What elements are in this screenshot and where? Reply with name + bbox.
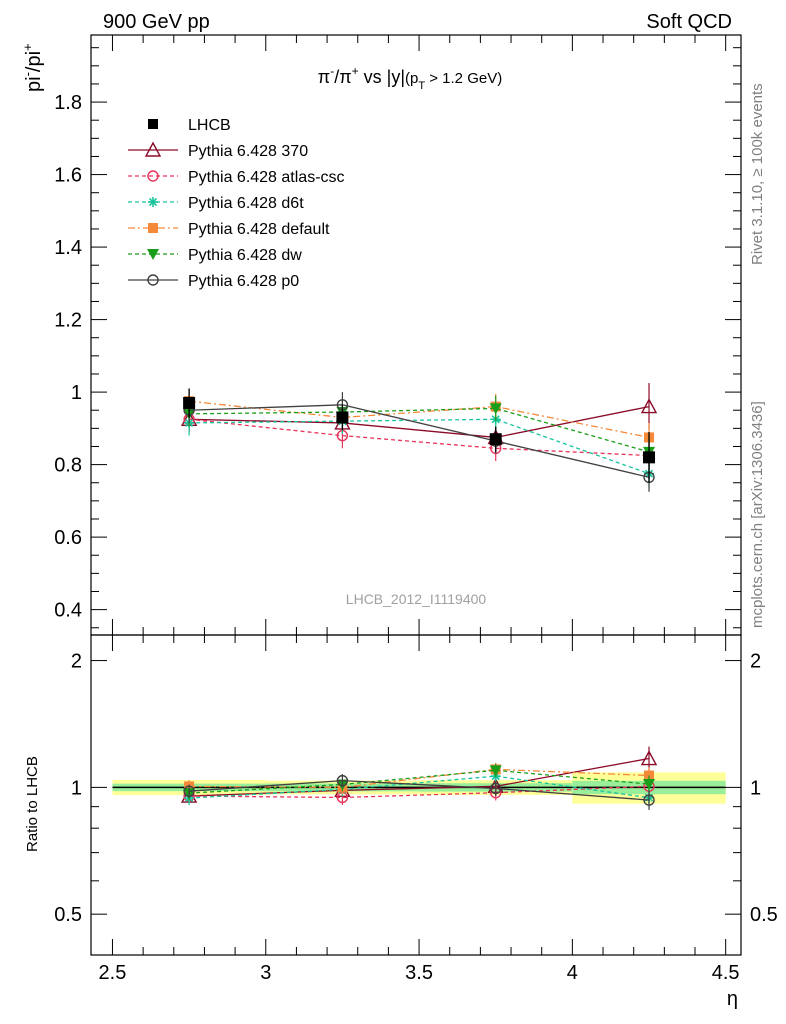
series-0-ratio-line (189, 757, 650, 797)
series-5-ratio-point (643, 794, 655, 806)
x-tick-label: 4 (567, 962, 578, 984)
ratio-tick-label-left: 2 (71, 651, 82, 673)
legend-marker (148, 197, 158, 207)
plot-title-a: π (318, 67, 330, 87)
ratio-tick-label-left: 0.5 (54, 904, 82, 926)
legend-marker (148, 119, 158, 129)
legend-label: Pythia 6.428 default (188, 221, 330, 238)
plot-title-c: vs |y| (359, 67, 405, 87)
legend-label: Pythia 6.428 d6t (188, 195, 304, 212)
legend-label: Pythia 6.428 370 (188, 143, 308, 160)
series-4-point (489, 403, 502, 415)
data-point (643, 451, 656, 464)
y-tick-label: 1.2 (54, 310, 82, 332)
series-5-ratio-point (490, 782, 502, 795)
series-4-ratio-point (489, 765, 502, 777)
data-point (489, 433, 502, 446)
legend-label: Pythia 6.428 atlas-csc (188, 169, 345, 186)
series-5-ratio-point (336, 774, 349, 787)
series-3-ratio-line (189, 768, 650, 789)
data-point (183, 396, 196, 409)
plot-title-d-sub: T (418, 80, 425, 92)
legend-item-4: Pythia 6.428 default (128, 221, 330, 238)
mcplots-label: mcplots.cern.ch [arXiv:1306.3436] (749, 401, 766, 628)
x-tick-label: 2.5 (99, 962, 127, 984)
plot-title-b: /π (334, 67, 351, 87)
series-2-line (189, 418, 650, 475)
y-axis-label-b-sup: + (20, 43, 35, 51)
plot-frames (90, 34, 742, 956)
legend-marker (147, 274, 159, 286)
y-tick-label: 1.8 (54, 92, 82, 114)
y-axis-label-b: /pi (23, 51, 45, 72)
series-5-line (189, 404, 650, 478)
header-left-label: 900 GeV pp (103, 11, 210, 33)
ratio-tick-label-right: 1 (750, 777, 761, 799)
axis-ticks: 2.5 3 3.5 4 4.5 0.4 0.6 0.8 1 1.2 1.4 1.6 1.8 0.5 0.5 1… (54, 35, 778, 984)
plot-title-e: > 1.2 GeV) (425, 70, 502, 87)
ratio-tick-label-left: 1 (71, 777, 82, 799)
legend-item-5: Pythia 6.428 dw (128, 247, 302, 264)
y-axis-label: pi-/pi+ (20, 43, 45, 92)
main-panel-series (180, 383, 658, 492)
data-point (336, 411, 349, 424)
y-tick-label: 0.8 (54, 455, 82, 477)
legend-label: Pythia 6.428 dw (188, 247, 302, 264)
series-4-line (189, 407, 650, 453)
series-0-ratio-point (640, 750, 658, 766)
x-tick-label: 4.5 (712, 962, 740, 984)
plot-title: π-/π+ vs |y|(pT > 1.2 GeV) (318, 64, 502, 92)
ratio-panel-series (180, 746, 658, 810)
plot-title-b-sup: + (352, 64, 359, 78)
legend-marker (147, 170, 159, 182)
legend-label: Pythia 6.428 p0 (188, 273, 299, 290)
legend-item-1: Pythia 6.428 370 (128, 141, 308, 160)
x-axis-label: η (727, 988, 738, 1010)
ratio-y-axis-label: Ratio to LHCB (24, 756, 41, 852)
legend-item-6: Pythia 6.428 p0 (128, 273, 299, 290)
series-5-ratio-line (189, 779, 650, 801)
x-tick-label: 3 (260, 962, 271, 984)
plot-title-a-sup: - (330, 64, 334, 78)
legend-item-3: Pythia 6.428 d6t (128, 195, 304, 212)
legend: LHCB Pythia 6.428 370 Pythia 6.428 atlas-c… (128, 117, 345, 290)
ratio-tick-label-right: 2 (750, 651, 761, 673)
plot-title-d: (p (405, 70, 418, 87)
rivet-version-label: Rivet 3.1.10, ≥ 100k events (749, 83, 766, 265)
y-tick-label: 0.4 (54, 600, 82, 622)
legend-marker (147, 249, 159, 260)
series-1-line (189, 418, 650, 457)
y-tick-label: 1.4 (54, 237, 82, 259)
series-4-ratio-point (643, 779, 656, 791)
analysis-watermark: LHCB_2012_I1119400 (346, 591, 487, 607)
y-axis-label-a-sup: - (20, 72, 35, 76)
series-3-line (189, 400, 650, 439)
header-right-label: Soft QCD (646, 11, 732, 33)
series-5-ratio-point (183, 785, 195, 797)
legend-label: LHCB (188, 117, 231, 134)
y-tick-label: 1.6 (54, 165, 82, 187)
ratio-panel-frame (90, 634, 742, 956)
y-tick-label: 0.6 (54, 527, 82, 549)
y-axis-label-a: pi (23, 76, 45, 92)
y-tick-label: 1 (71, 382, 82, 404)
legend-marker-stroke (148, 197, 158, 207)
ratio-tick-label-right: 0.5 (750, 904, 778, 926)
legend-marker (144, 141, 162, 157)
legend-marker (148, 223, 158, 233)
x-tick-label: 3.5 (405, 962, 433, 984)
legend-item-2: Pythia 6.428 atlas-csc (128, 169, 345, 186)
series-0-point (640, 398, 658, 414)
legend-item-0: LHCB (148, 117, 231, 134)
